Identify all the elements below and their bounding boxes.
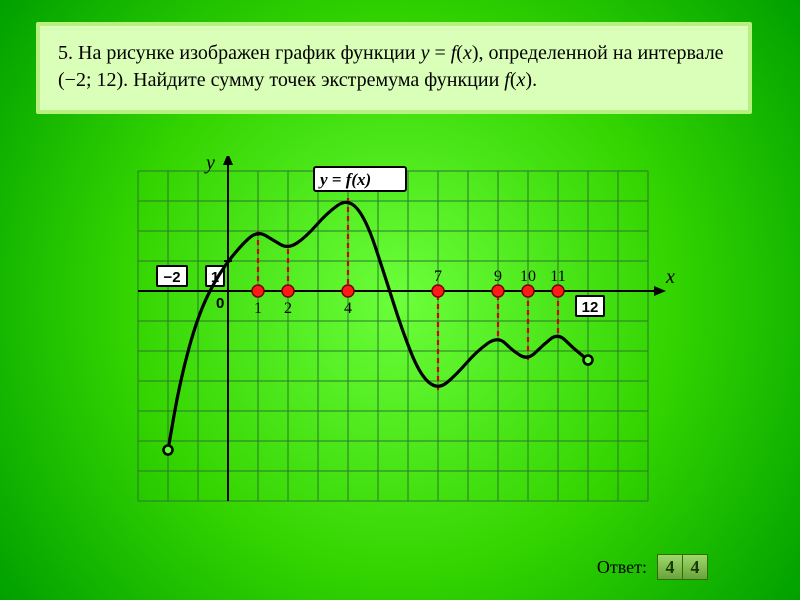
svg-text:7: 7 [434, 268, 442, 285]
svg-text:11: 11 [550, 268, 565, 285]
svg-text:0: 0 [216, 295, 224, 312]
chart: yxy = f(x)−21120124791011 [118, 156, 678, 516]
answer-row: Ответ: 4 4 [597, 554, 708, 580]
problem-tail: . [532, 69, 537, 91]
problem-number: 5. [58, 42, 73, 64]
svg-text:y: y [204, 156, 215, 174]
problem-panel: 5. На рисунке изображен график функции y… [36, 22, 752, 114]
slide-background: 5. На рисунке изображен график функции y… [0, 0, 800, 600]
svg-text:y = f(x): y = f(x) [318, 170, 371, 189]
answer-digit-1: 4 [658, 555, 682, 579]
equals: = [429, 42, 450, 64]
svg-text:4: 4 [344, 300, 352, 317]
var-x: x [463, 42, 472, 64]
answer-digit-2: 4 [682, 555, 707, 579]
svg-text:2: 2 [284, 300, 292, 317]
svg-text:1: 1 [254, 300, 262, 317]
chart-svg: yxy = f(x)−21120124791011 [118, 156, 678, 516]
problem-text-1: На рисунке изображен график функции [78, 42, 421, 64]
var-f: f [451, 42, 457, 64]
answer-label: Ответ: [597, 557, 647, 578]
svg-text:x: x [665, 266, 675, 288]
var-f2: f [504, 69, 510, 91]
svg-text:9: 9 [494, 268, 502, 285]
svg-text:10: 10 [520, 268, 536, 285]
svg-text:12: 12 [582, 299, 599, 316]
var-x2: x [517, 69, 526, 91]
svg-text:−2: −2 [163, 269, 180, 286]
answer-box: 4 4 [657, 554, 708, 580]
